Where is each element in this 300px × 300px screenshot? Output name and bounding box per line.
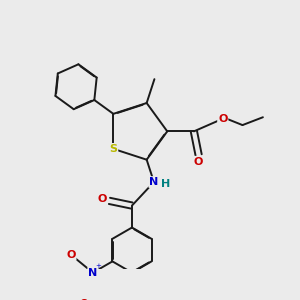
Text: O: O — [98, 194, 107, 204]
Text: N: N — [88, 268, 98, 278]
Text: O: O — [194, 157, 203, 167]
Text: S: S — [110, 144, 117, 154]
Text: O⁻: O⁻ — [80, 299, 94, 300]
Text: O: O — [218, 114, 227, 124]
Text: +: + — [96, 263, 101, 269]
Text: N: N — [149, 177, 159, 187]
Text: O: O — [66, 250, 76, 260]
Text: H: H — [161, 178, 170, 189]
